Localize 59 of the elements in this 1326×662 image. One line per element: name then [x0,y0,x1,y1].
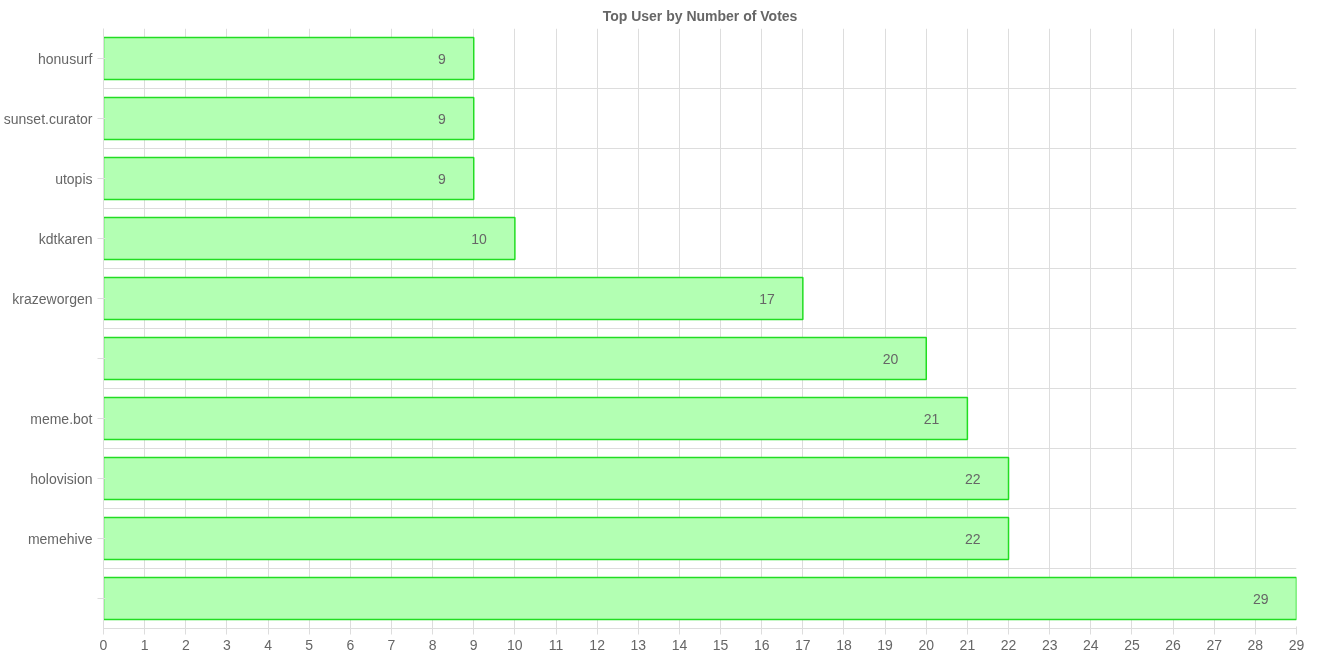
bar [103,336,928,381]
chart-title: Top User by Number of Votes [602,7,798,24]
bar [103,396,969,441]
x-tick-label: 18 [836,636,852,653]
bar [103,576,1297,621]
y-tick-label: meme.bot [30,410,93,427]
x-tick-label: 3 [223,636,232,653]
y-tick-label: holovision [30,470,93,487]
data-label: 9 [437,110,446,127]
bar [103,96,475,141]
x-tick-label: 12 [589,636,606,653]
x-tick-label: 1 [140,636,149,653]
bar [103,456,1010,501]
x-tick-label: 15 [712,636,729,653]
x-tick-label: 29 [1288,636,1305,653]
x-tick-label: 8 [428,636,437,653]
data-label: 10 [471,230,488,247]
bar [103,516,1010,561]
x-tick-label: 7 [387,636,396,653]
x-tick-label: 0 [99,636,108,653]
x-tick-label: 16 [753,636,770,653]
x-tick-label: 14 [671,636,688,653]
x-tick-label: 5 [305,636,314,653]
x-tick-label: 13 [630,636,647,653]
data-label: 29 [1252,590,1269,607]
x-tick-label: 21 [959,636,976,653]
data-label: 20 [882,350,899,367]
y-tick-label: sunset.curator [3,110,93,127]
bar [103,36,475,81]
y-tick-label: krazeworgen [12,290,93,307]
y-tick-label: memehive [27,530,93,547]
y-tick-label: honusurf [38,50,93,67]
data-label: 21 [923,410,940,427]
data-label: 22 [964,470,981,487]
x-tick-label: 9 [469,636,478,653]
x-tick-label: 10 [507,636,523,653]
bar [103,216,516,261]
x-tick-label: 11 [548,636,564,653]
data-label: 17 [759,290,776,307]
x-tick-label: 25 [1124,636,1140,653]
x-tick-label: 28 [1247,636,1264,653]
x-tick-label: 27 [1206,636,1223,653]
x-tick-label: 19 [877,636,894,653]
x-tick-label: 17 [795,636,811,653]
bar [103,156,475,201]
x-tick-label: 20 [918,636,935,653]
data-label: 9 [437,170,446,187]
data-label: 22 [964,530,981,547]
x-tick-label: 26 [1165,636,1182,653]
x-tick-label: 24 [1083,636,1099,653]
x-tick-label: 4 [264,636,273,653]
x-tick-label: 23 [1041,636,1058,653]
data-label: 9 [437,50,446,67]
bar [103,276,804,321]
x-tick-label: 2 [181,636,190,653]
y-tick-label: utopis [55,170,93,187]
y-tick-label: kdtkaren [38,230,93,247]
x-tick-label: 22 [1000,636,1017,653]
x-tick-label: 6 [346,636,355,653]
